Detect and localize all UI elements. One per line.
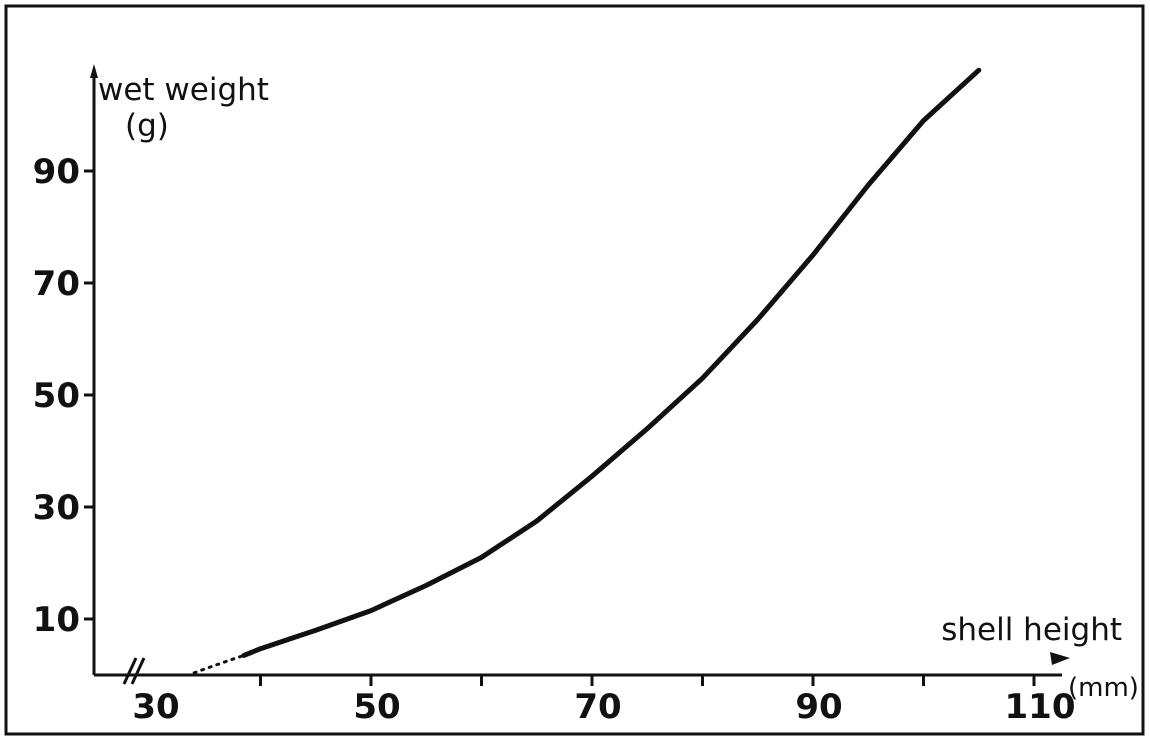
x-axis-unit: (mm) [1068, 673, 1139, 703]
x-axis-arrowhead [1050, 652, 1070, 665]
y-axis-ticks: 10 30 50 70 90 [33, 152, 94, 640]
series-line-dotted [192, 653, 246, 675]
y-axis-arrowhead [90, 64, 98, 78]
x-axis-title: shell height [941, 612, 1122, 648]
y-tick-label-30: 30 [33, 488, 80, 528]
x-tick-label-110: 110 [1005, 687, 1076, 727]
x-tick-label-30: 30 [132, 687, 179, 727]
y-axis-unit: (g) [125, 108, 169, 144]
y-tick-label-90: 90 [33, 152, 80, 192]
x-tick-label-50: 50 [353, 687, 400, 727]
series-line-solid [241, 67, 982, 658]
y-axis-title: wet weight [98, 72, 269, 108]
frame-border [4, 4, 1145, 736]
y-tick-label-10: 10 [33, 600, 80, 640]
x-axis-ticks: 30 50 70 90 110 [132, 675, 1075, 727]
axis-break-mark [122, 657, 146, 685]
x-tick-label-70: 70 [574, 687, 621, 727]
x-tick-label-90: 90 [795, 687, 842, 727]
data-series [192, 67, 982, 675]
y-tick-label-50: 50 [33, 376, 80, 416]
y-tick-label-70: 70 [33, 264, 80, 304]
